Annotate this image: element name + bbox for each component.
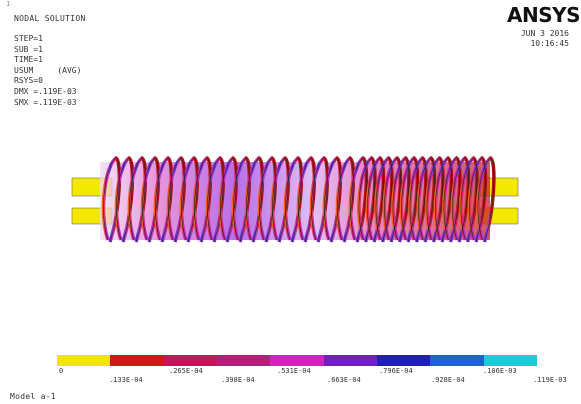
coil-turn-outline bbox=[220, 157, 237, 243]
coil-turn-outline bbox=[246, 157, 263, 243]
coil-turn-outline bbox=[426, 157, 444, 243]
ansys-logo: ANSYS bbox=[507, 3, 581, 27]
coil-turn-outline bbox=[142, 157, 159, 243]
info-time: TIME=1 bbox=[14, 55, 43, 65]
legend-swatch-4 bbox=[216, 355, 271, 366]
coil-turn-outline bbox=[129, 157, 146, 243]
legend-label-top-2: .265E-04 bbox=[169, 367, 203, 375]
coil-turn-outline bbox=[469, 157, 486, 243]
coil-turn-outline bbox=[350, 157, 367, 243]
info-smx: SMX =.119E-03 bbox=[14, 97, 77, 107]
legend-label-bottom-4: .928E-04 bbox=[431, 376, 465, 384]
plot-title: NODAL SOLUTION bbox=[14, 14, 86, 23]
legend-swatch-7 bbox=[376, 355, 431, 366]
info-dmx: DMX =.119E-03 bbox=[14, 86, 77, 96]
legend-swatch-1 bbox=[57, 355, 111, 366]
coil-turn-outline bbox=[375, 157, 393, 243]
legend-label-top-4: .796E-04 bbox=[379, 367, 413, 375]
coil-turn-outline bbox=[435, 157, 452, 243]
coil-turn-outline bbox=[460, 157, 478, 243]
coil-turn-outline bbox=[384, 157, 401, 243]
legend-label-top-1: 0 bbox=[59, 367, 64, 375]
legend-label-top-3: .531E-04 bbox=[277, 367, 311, 375]
coil-turn-outline bbox=[207, 157, 224, 243]
coil-turn-outline bbox=[272, 157, 289, 243]
coil-turn-outline bbox=[259, 157, 276, 243]
coil-turn-outline bbox=[168, 157, 185, 243]
legend-color-bar bbox=[57, 355, 537, 366]
info-result: USUM (AVG) bbox=[14, 65, 82, 75]
coil-turn-outlines bbox=[103, 157, 495, 243]
legend-label-bottom-5: .119E-03 bbox=[533, 376, 567, 384]
model-viewport[interactable] bbox=[60, 140, 530, 260]
coil-turn-outline bbox=[443, 157, 461, 243]
coil-turn-outline bbox=[358, 157, 376, 243]
window-number: 1 bbox=[6, 0, 11, 8]
solution-info: STEP=1 SUB =1 TIME=1 USUM (AVG) RSYS=0 D… bbox=[14, 34, 81, 108]
legend-label-top-5: .106E-03 bbox=[483, 367, 517, 375]
coil-model bbox=[71, 155, 519, 243]
legend-swatch-2 bbox=[110, 355, 164, 366]
coil-turn-outline bbox=[311, 157, 328, 243]
coil-turn-outline bbox=[452, 157, 469, 243]
color-legend: 0 .265E-04 .531E-04 .796E-04 .106E-03 .1… bbox=[57, 355, 567, 400]
info-sub: SUB =1 bbox=[14, 44, 43, 54]
date-text: JUN 3 2016 bbox=[520, 29, 569, 38]
coil-turn-outline bbox=[401, 157, 418, 243]
info-step: STEP=1 bbox=[14, 34, 43, 43]
coil-turn-outline bbox=[367, 157, 384, 243]
coil-turn-outline bbox=[477, 157, 495, 243]
coil-turn-outline bbox=[181, 157, 198, 243]
coil-turn-outline bbox=[409, 157, 427, 243]
legend-label-bottom-1: .133E-04 bbox=[109, 376, 143, 384]
legend-swatch-3 bbox=[163, 355, 217, 366]
legend-swatch-6 bbox=[323, 355, 377, 366]
legend-swatch-9 bbox=[483, 355, 537, 366]
legend-swatch-5 bbox=[270, 355, 324, 366]
coil-turn-outline bbox=[155, 157, 172, 243]
legend-label-bottom-3: .663E-04 bbox=[327, 376, 361, 384]
timestamp: JUN 3 2016 10:16:45 bbox=[521, 29, 569, 49]
coil-turn-outline bbox=[116, 157, 133, 243]
coil-turn-outline bbox=[194, 157, 211, 243]
legend-label-bottom-2: .398E-04 bbox=[221, 376, 255, 384]
coil-turn-outline bbox=[233, 157, 250, 243]
legend-swatch-8 bbox=[430, 355, 484, 366]
info-rsys: RSYS=0 bbox=[14, 76, 43, 86]
coil-turn-outline bbox=[285, 157, 302, 243]
coil-turn-outline bbox=[337, 157, 354, 243]
model-label: Model a-1 bbox=[10, 392, 57, 401]
coil-turn-outline bbox=[298, 157, 315, 243]
time-text: 10:16:45 bbox=[530, 39, 569, 48]
coil-turn-outline bbox=[392, 157, 410, 243]
coil-turn-outline bbox=[418, 157, 435, 243]
coil-turn-outline bbox=[324, 157, 341, 243]
coil-turn-outline bbox=[103, 157, 120, 243]
